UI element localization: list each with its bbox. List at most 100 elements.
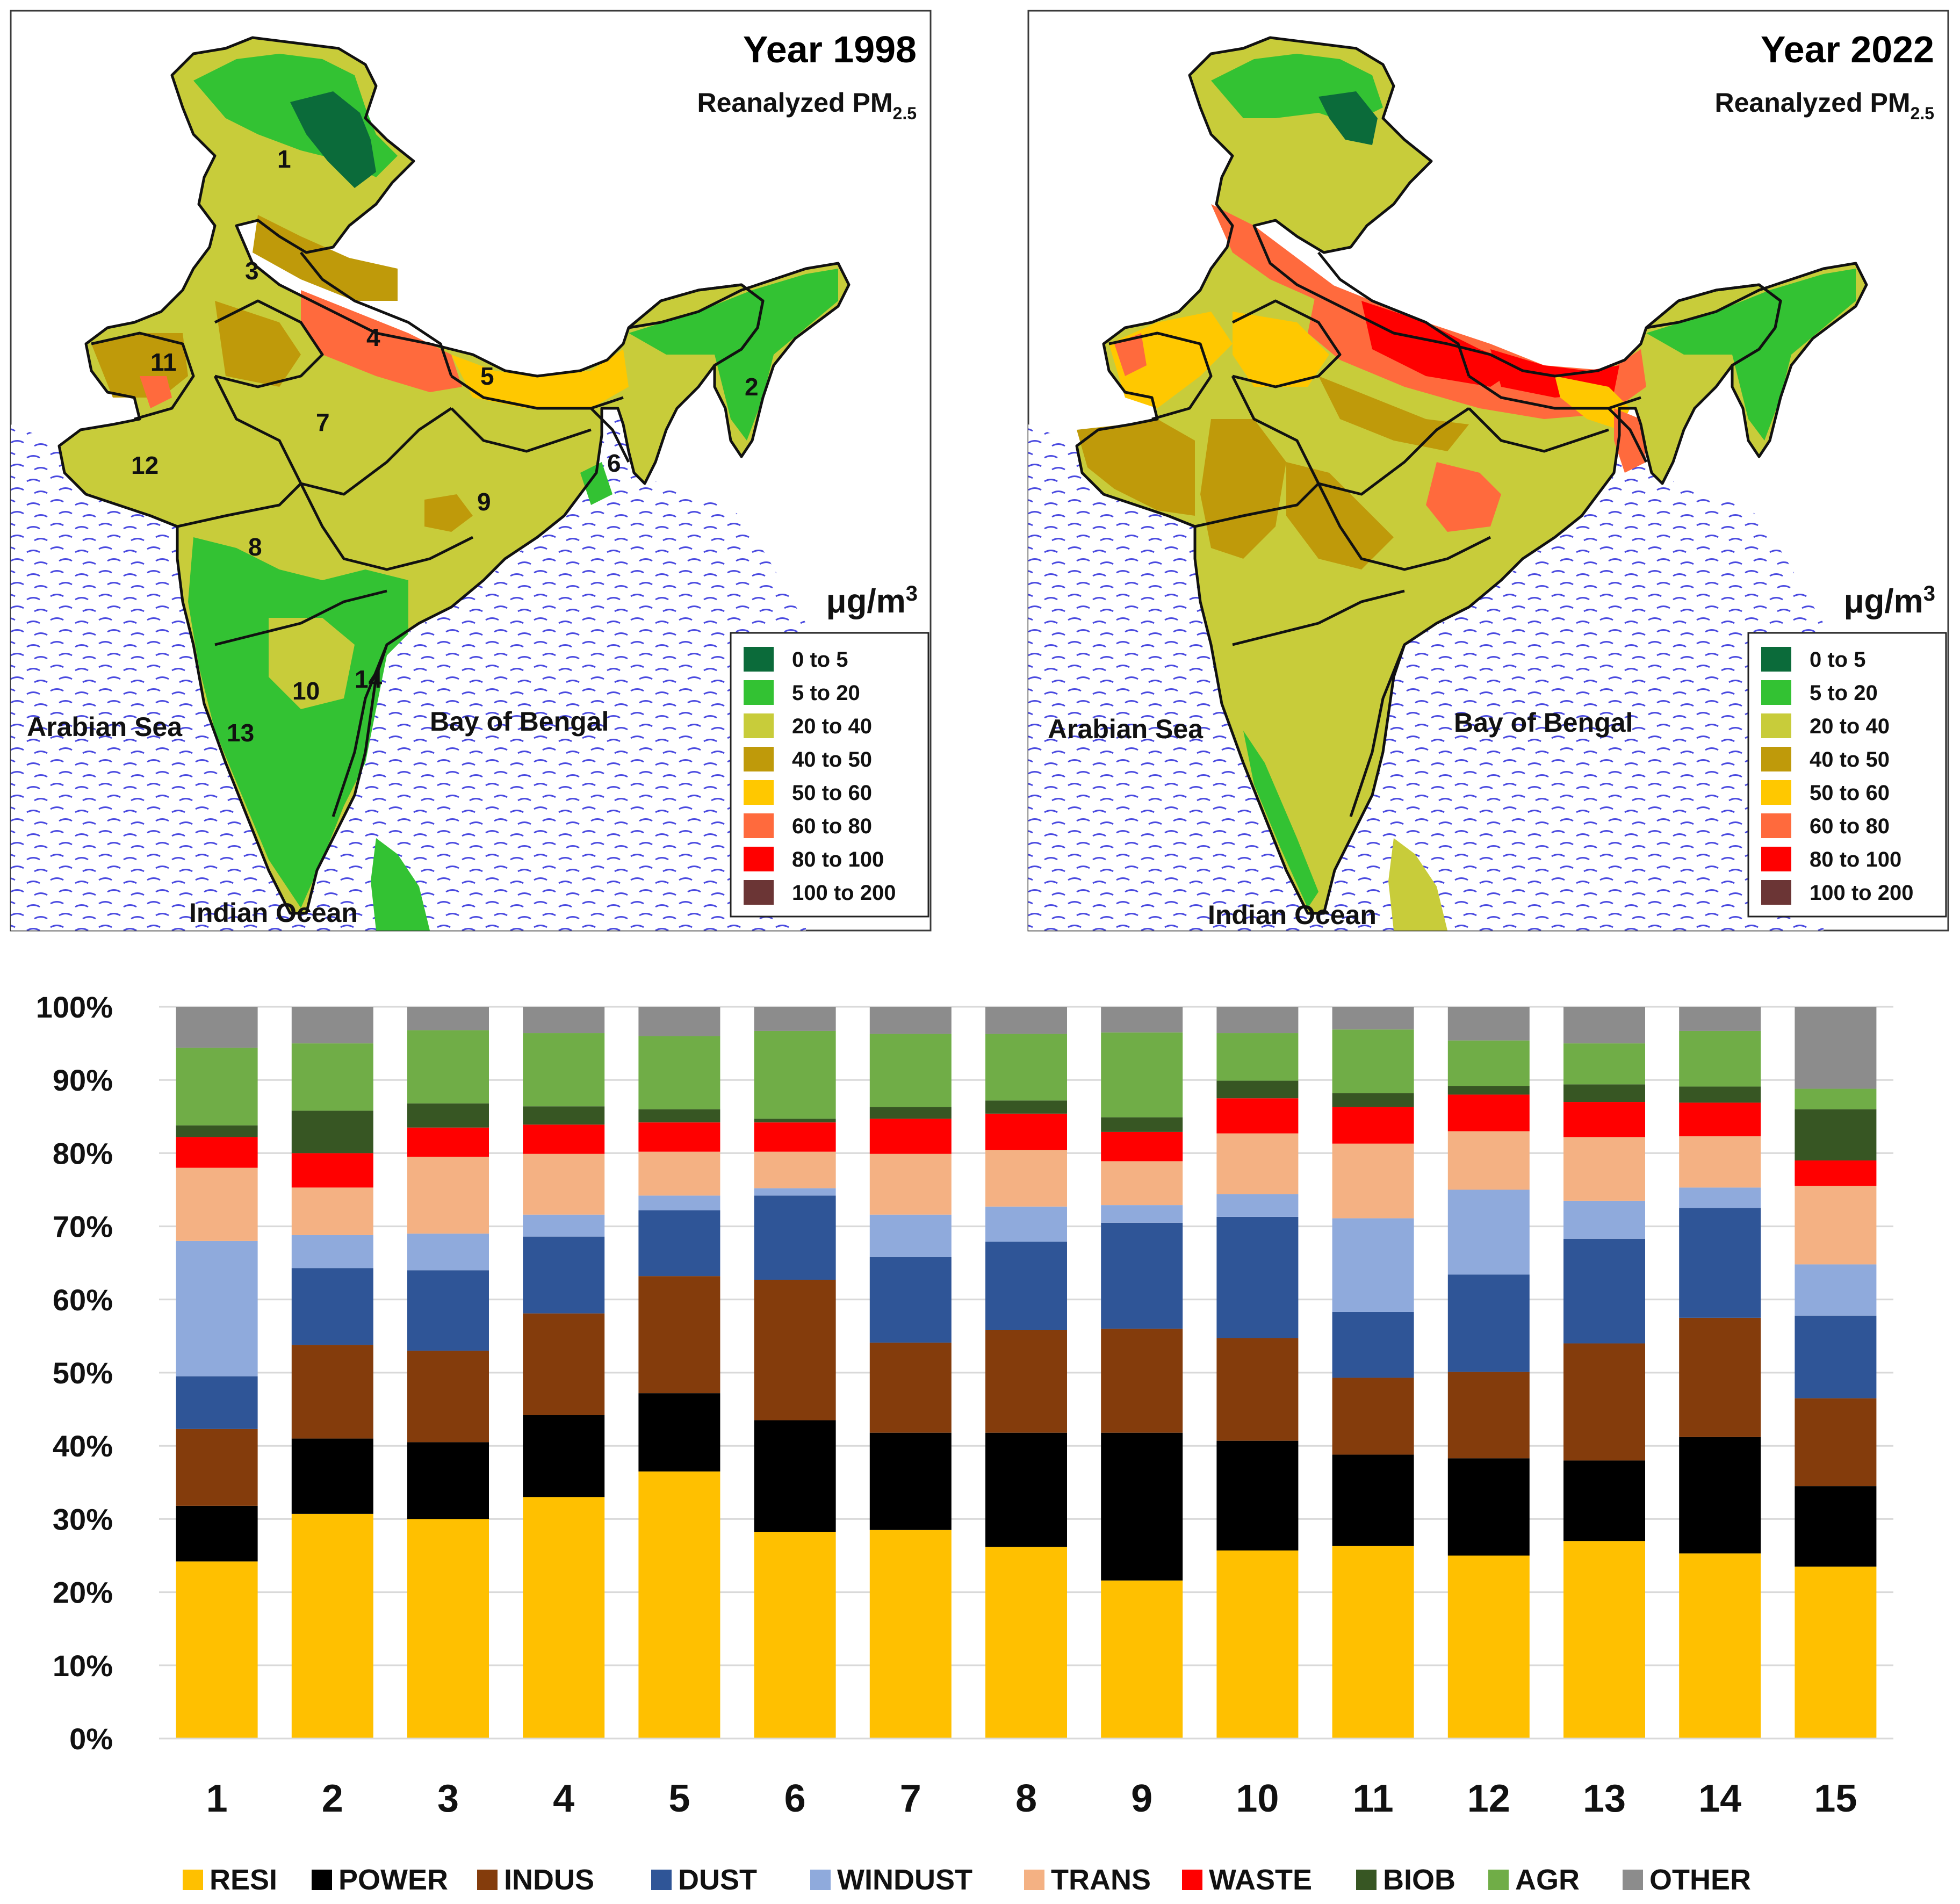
chart-y-axis: 0% 10% 20% 30% 40% 50% 60% 70% 80% 90% 100% [36,990,113,1756]
y-tick-label-7: 70% [53,1210,113,1244]
x-tick-label-14: 14 [1698,1777,1741,1820]
bar-region-14 [1679,1007,1761,1739]
y-tick-label-5: 50% [53,1356,113,1390]
y-tick-label-4: 40% [53,1429,113,1463]
y-tick-label-6: 60% [53,1283,113,1317]
bar-segment-windust-region-7 [869,1214,952,1257]
bar-segment-windust-region-2 [291,1235,373,1268]
region-number-2: 2 [745,373,759,401]
map-1998-region-numbers: 1 2 3 4 5 6 7 8 9 10 11 12 13 14 [131,145,759,747]
map-2022-legend-swatch-1 [1761,680,1791,705]
bar-segment-power-region-13 [1563,1460,1645,1541]
chart-legend: RESI POWER INDUS DUST WINDUST TRANS WASTE BIOB A… [183,1864,1751,1896]
bar-segment-power-region-12 [1447,1458,1530,1556]
bar-segment-other-region-6 [754,1007,836,1031]
bar-segment-waste-region-9 [1101,1131,1183,1162]
map-2022-legend-swatch-7 [1761,880,1791,905]
bar-region-2 [291,1007,373,1739]
y-tick-label-10: 100% [36,990,113,1024]
bar-segment-trans-region-1 [176,1167,258,1241]
map-1998-legend-swatch-4 [744,780,774,805]
bar-segment-indus-region-15 [1795,1398,1877,1487]
legend-label-waste: WASTE [1209,1864,1312,1896]
bar-segment-trans-region-9 [1101,1161,1183,1206]
bar-segment-power-region-8 [985,1432,1067,1547]
map-1998-legend-label-1: 5 to 20 [792,681,860,705]
legend-label-trans: TRANS [1051,1864,1151,1896]
map-1998-title: Year 1998 [743,28,917,70]
map-1998-legend-label-5: 60 to 80 [792,814,872,838]
sea-label-indian: Indian Ocean [189,898,358,928]
map-1998-legend-swatch-6 [744,847,774,871]
bar-segment-power-region-15 [1795,1486,1877,1567]
map-1998-legend-label-0: 0 to 5 [792,648,848,672]
bar-region-3 [407,1007,489,1739]
map-2022-legend-swatch-0 [1761,647,1791,672]
y-tick-label-8: 80% [53,1136,113,1170]
bar-segment-trans-region-11 [1332,1143,1414,1218]
bar-segment-dust-region-13 [1563,1238,1645,1344]
bar-segment-biob-region-4 [523,1106,605,1125]
map-1998-legend-swatch-2 [744,713,774,738]
x-tick-label-6: 6 [784,1777,806,1820]
bar-segment-agr-region-13 [1563,1043,1645,1085]
bar-segment-power-region-7 [869,1432,952,1530]
x-tick-label-3: 3 [437,1777,459,1820]
map-1998-subtitle: Reanalyzed PM2.5 [697,88,917,123]
bar-segment-dust-region-4 [523,1236,605,1314]
map-2022-legend-label-0: 0 to 5 [1810,648,1865,672]
bar-segment-trans-region-4 [523,1153,605,1215]
region-number-10: 10 [292,677,320,705]
bar-segment-waste-region-5 [638,1122,720,1152]
bar-segment-indus-region-4 [523,1313,605,1415]
bar-segment-power-region-9 [1101,1432,1183,1581]
bar-segment-waste-region-2 [291,1153,373,1188]
map-2022-subtitle-main: Reanalyzed PM [1715,88,1911,118]
map-2022-sea [1028,408,1824,931]
legend-swatch-resi [183,1870,203,1890]
region-number-7: 7 [316,408,330,436]
bar-segment-biob-region-10 [1216,1080,1299,1099]
bar-segment-windust-region-1 [176,1241,258,1376]
bar-segment-other-region-15 [1795,1007,1877,1089]
map-2022-legend-label-1: 5 to 20 [1810,681,1878,705]
bar-segment-trans-region-2 [291,1187,373,1235]
bar-region-12 [1447,1007,1530,1739]
bar-segment-biob-region-7 [869,1107,952,1119]
bar-segment-indus-region-11 [1332,1377,1414,1455]
bar-segment-windust-region-14 [1679,1187,1761,1208]
bar-segment-biob-region-13 [1563,1084,1645,1102]
bar-region-8 [985,1007,1067,1739]
bar-segment-dust-region-5 [638,1210,720,1276]
bar-segment-waste-region-7 [869,1119,952,1154]
map-2022-legend: 0 to 5 5 to 20 20 to 40 40 to 50 50 to 60 60 … [1747,632,1947,918]
bar-segment-resi-region-6 [754,1532,836,1739]
bar-segment-indus-region-13 [1563,1343,1645,1461]
bar-segment-waste-region-14 [1679,1102,1761,1137]
bar-segment-dust-region-6 [754,1195,836,1280]
region-number-3: 3 [245,257,259,285]
bar-segment-windust-region-10 [1216,1194,1299,1217]
bar-segment-waste-region-4 [523,1124,605,1154]
bar-segment-dust-region-8 [985,1242,1067,1331]
bar-segment-power-region-1 [176,1505,258,1562]
bar-segment-waste-region-1 [176,1137,258,1168]
bar-segment-dust-region-3 [407,1270,489,1351]
map-1998-legend-swatch-1 [744,680,774,705]
bar-segment-waste-region-6 [754,1122,836,1152]
map-2022-unit: μg/m3 [1844,582,1935,620]
legend-swatch-power [312,1870,332,1890]
region-number-12: 12 [131,451,158,479]
bar-segment-windust-region-12 [1447,1189,1530,1275]
bar-segment-agr-region-10 [1216,1033,1299,1081]
bar-segment-waste-region-12 [1447,1094,1530,1131]
map-1998-sri-lanka [371,838,430,931]
bar-segment-waste-region-13 [1563,1102,1645,1137]
map-1998-legend-swatch-7 [744,880,774,905]
bar-segment-dust-region-12 [1447,1274,1530,1372]
map-1998-legend-box [730,632,929,918]
map-2022-boundaries [1077,38,1867,913]
map-2022-sri-lanka [1388,838,1447,931]
bar-segment-dust-region-9 [1101,1222,1183,1329]
bar-segment-waste-region-11 [1332,1107,1414,1144]
